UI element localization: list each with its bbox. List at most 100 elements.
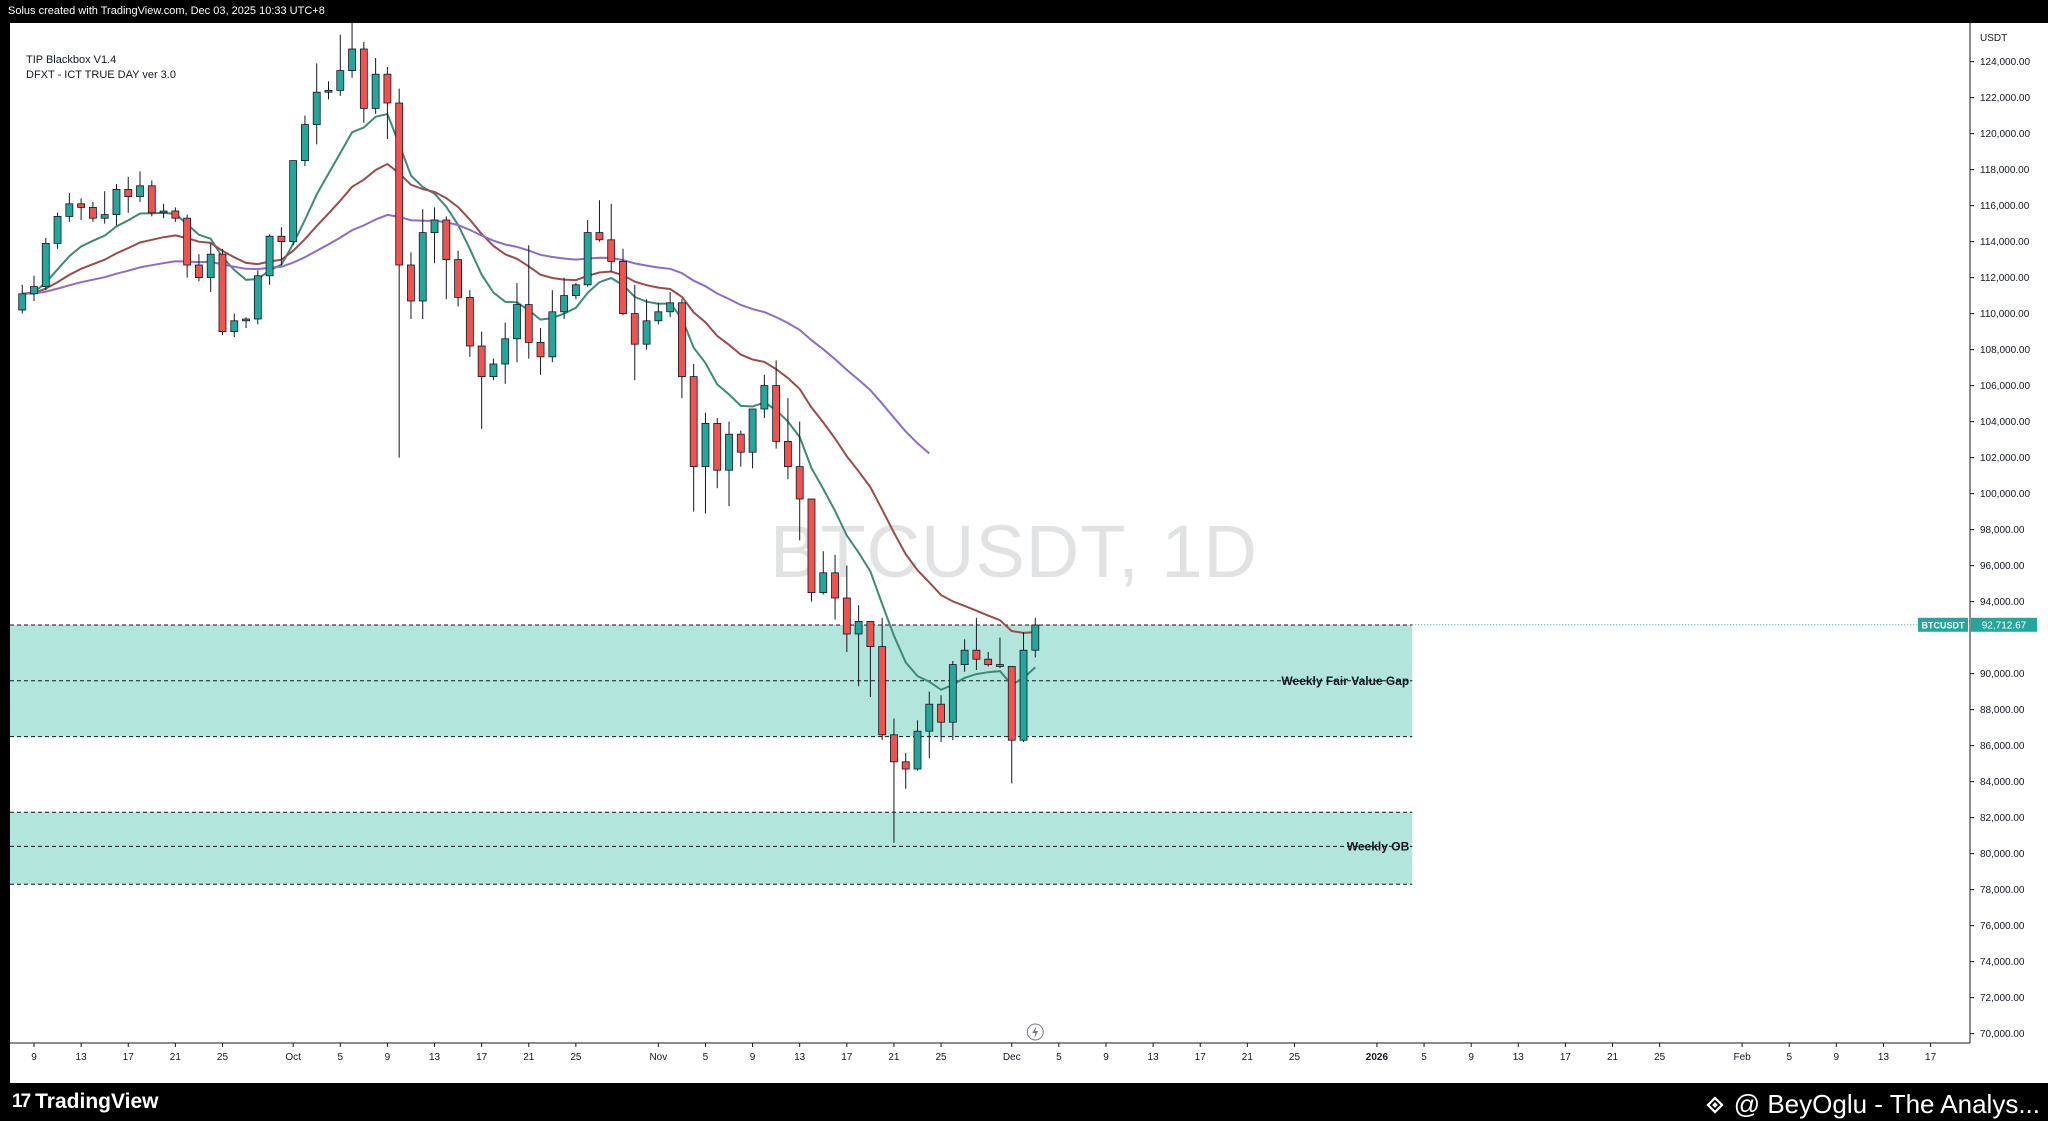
candle[interactable] [654, 311, 663, 322]
candle[interactable] [984, 658, 993, 666]
candle[interactable] [678, 302, 686, 377]
y-tick-label: 80,000.00 [1980, 849, 2025, 860]
candle[interactable] [689, 376, 698, 468]
candle[interactable] [430, 219, 439, 233]
candle[interactable] [53, 215, 62, 244]
candle[interactable] [418, 232, 427, 302]
candle[interactable] [1031, 624, 1040, 651]
y-tick-label: 102,000.00 [1980, 453, 2030, 464]
candle[interactable] [866, 621, 875, 648]
candle[interactable] [159, 210, 168, 214]
candle[interactable] [784, 440, 792, 467]
candle[interactable] [595, 232, 604, 241]
candle[interactable] [206, 253, 215, 278]
candle[interactable] [359, 48, 368, 109]
candle[interactable] [890, 734, 898, 763]
price-axis[interactable] [1970, 23, 2048, 1083]
candle[interactable] [324, 90, 333, 93]
candle[interactable] [607, 239, 616, 262]
candle[interactable] [807, 498, 816, 593]
candle[interactable] [312, 91, 321, 125]
candle[interactable] [548, 311, 557, 358]
candle[interactable] [948, 664, 957, 723]
chart-area[interactable]: BTCUSDT, 1D Weekly Fair Value Gap Weekly … [10, 23, 2048, 1083]
candle[interactable] [925, 703, 934, 732]
candle[interactable] [501, 338, 510, 365]
candle[interactable] [878, 646, 887, 736]
candle[interactable] [124, 188, 133, 197]
x-tick-label: 21 [170, 1052, 182, 1063]
candle[interactable] [642, 320, 651, 345]
candle[interactable] [571, 284, 580, 296]
candle[interactable] [336, 70, 345, 91]
candle[interactable] [901, 761, 910, 770]
candle[interactable] [1007, 666, 1016, 741]
candle[interactable] [395, 102, 404, 266]
candle[interactable] [348, 48, 356, 72]
candle[interactable] [854, 621, 863, 635]
candle[interactable] [619, 260, 627, 314]
candle[interactable] [513, 304, 521, 340]
candle[interactable] [100, 214, 109, 219]
candle[interactable] [442, 219, 451, 260]
candle[interactable] [842, 597, 851, 635]
author-name: @ BeyOglu - The Analys... [1733, 1089, 2040, 1119]
candle[interactable] [230, 320, 239, 332]
candle[interactable] [465, 296, 474, 347]
candle[interactable] [183, 217, 192, 266]
candle[interactable] [736, 433, 745, 453]
candle[interactable] [630, 313, 639, 345]
candle[interactable] [18, 293, 27, 311]
candle[interactable] [748, 408, 757, 453]
candle[interactable] [972, 649, 981, 660]
price-chart[interactable]: Weekly Fair Value Gap Weekly OB USDT 124,00… [10, 23, 2048, 1083]
tradingview-logo[interactable]: 17 TradingView [12, 1090, 158, 1114]
candle[interactable] [65, 203, 74, 217]
candle[interactable] [477, 345, 486, 378]
candle[interactable] [383, 73, 392, 104]
candle[interactable] [1019, 649, 1028, 741]
candle[interactable] [937, 703, 945, 723]
indicator-dfxt[interactable]: DFXT - ICT TRUE DAY ver 3.0 [26, 69, 176, 81]
candle[interactable] [454, 259, 462, 298]
candle[interactable] [701, 422, 710, 467]
candle[interactable] [524, 304, 533, 343]
candle[interactable] [30, 286, 38, 295]
candle[interactable] [560, 295, 568, 313]
candle[interactable] [41, 242, 50, 287]
candle[interactable] [666, 302, 675, 313]
candle[interactable] [407, 264, 415, 302]
candle[interactable] [147, 185, 156, 214]
candle[interactable] [253, 275, 262, 320]
candle[interactable] [913, 730, 922, 770]
candle[interactable] [242, 318, 250, 322]
candle[interactable] [760, 385, 769, 410]
symbol-watermark: BTCUSDT, 1D [770, 510, 1258, 593]
candle[interactable] [489, 363, 498, 378]
candle[interactable] [725, 433, 733, 471]
candle[interactable] [301, 124, 309, 161]
zone-ob[interactable] [10, 812, 1413, 885]
candle[interactable] [713, 422, 722, 471]
candle[interactable] [77, 203, 86, 208]
candle[interactable] [265, 235, 274, 277]
candle[interactable] [171, 210, 180, 219]
candle[interactable] [289, 160, 298, 243]
candle[interactable] [371, 73, 380, 109]
candle[interactable] [795, 466, 804, 500]
candle[interactable] [277, 235, 286, 242]
candle[interactable] [195, 264, 203, 278]
candle[interactable] [831, 572, 839, 599]
candle[interactable] [536, 341, 545, 358]
candle[interactable] [819, 572, 828, 593]
candle[interactable] [218, 253, 227, 332]
candle[interactable] [136, 185, 144, 198]
candle[interactable] [89, 206, 97, 219]
candle[interactable] [112, 188, 121, 215]
x-tick-label: 5 [1056, 1052, 1062, 1063]
indicator-blackbox[interactable]: TIP Blackbox V1.4 [26, 54, 117, 66]
candle[interactable] [960, 649, 969, 666]
candle[interactable] [996, 664, 1004, 667]
candle[interactable] [583, 232, 592, 286]
candle[interactable] [772, 385, 781, 442]
